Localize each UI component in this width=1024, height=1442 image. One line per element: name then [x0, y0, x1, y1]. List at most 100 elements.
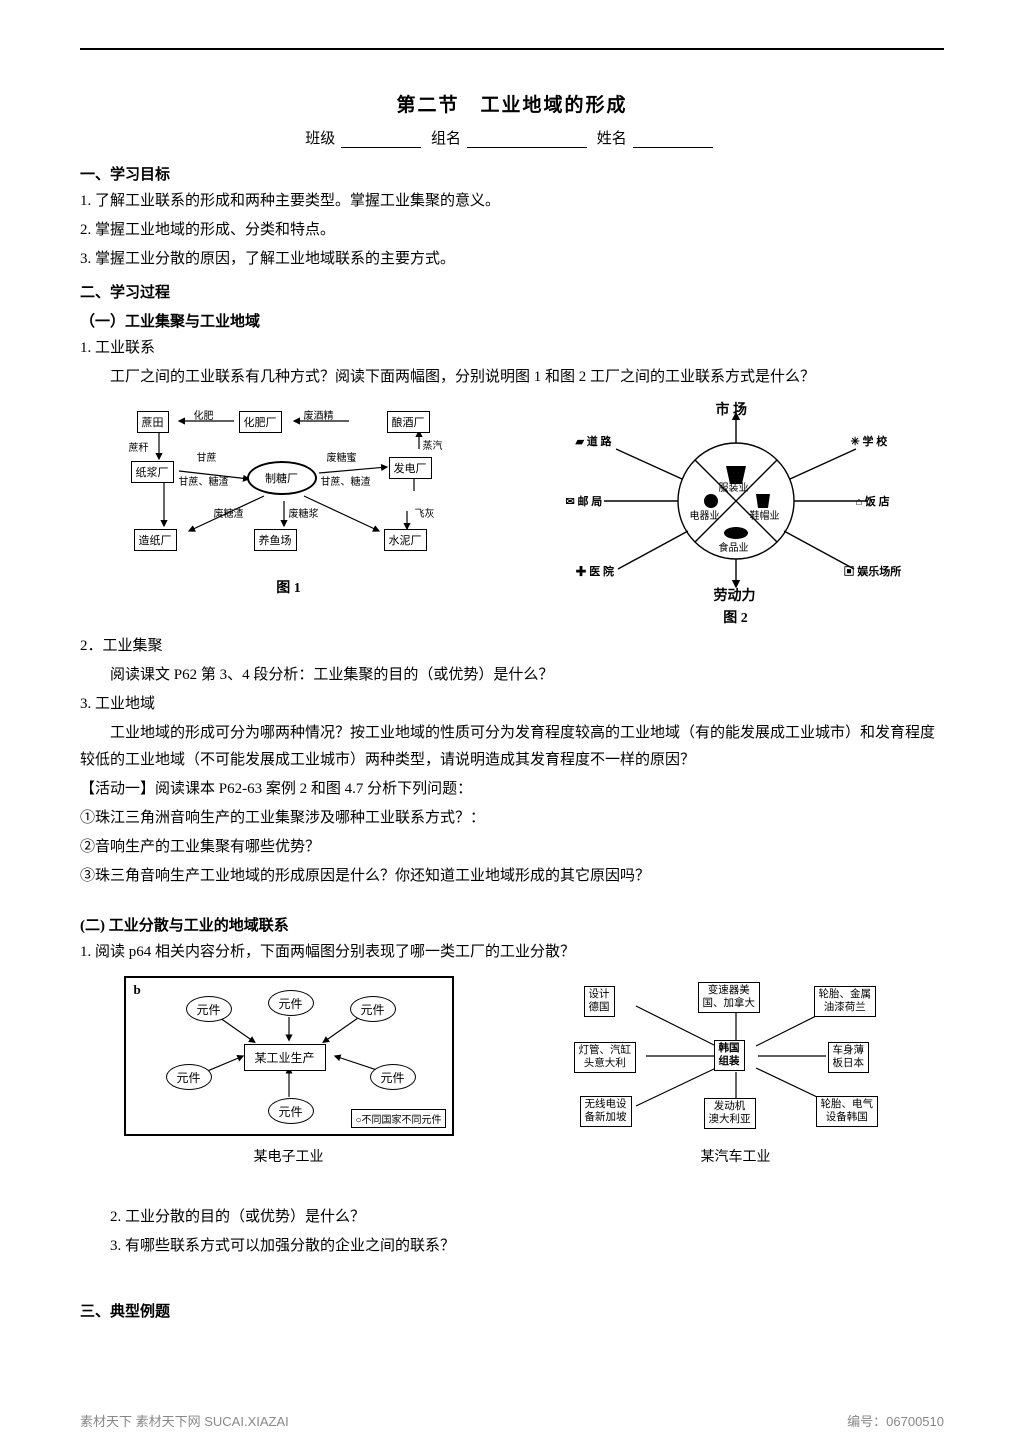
- figures-row-1: 蔗田 化肥厂 酿酒厂 纸浆厂 制糖厂 发电厂 造纸厂 养鱼场 水泥厂 化肥 废酒…: [80, 401, 944, 627]
- ent-label: 娱乐场所: [857, 566, 901, 578]
- fig2-col: 市 场 劳动力 ▰ 道 路 ✳ 学 校 ✉ 邮 局 ⌂ 饭 店 ✚ 医 院 ▣ …: [527, 401, 944, 627]
- school-label: 学 校: [862, 436, 887, 448]
- seg-shipin: 食品业: [719, 539, 749, 554]
- fig2-road: ▰ 道 路: [576, 433, 612, 449]
- class-label: 班级: [305, 131, 335, 147]
- edge-feijiu: 废酒精: [304, 407, 334, 422]
- figure-2: 市 场 劳动力 ▰ 道 路 ✳ 学 校 ✉ 邮 局 ⌂ 饭 店 ✚ 医 院 ▣ …: [556, 401, 916, 601]
- hotel-label: 饭 店: [865, 496, 890, 508]
- n-l: 灯管、汽缸 头意大利: [574, 1042, 637, 1073]
- n-t-l: 变速器美 国、加拿大: [703, 985, 756, 1009]
- fig1-caption: 图 1: [80, 577, 497, 597]
- n-tl: 设计 德国: [584, 986, 615, 1017]
- node-shuini: 水泥厂: [384, 529, 427, 551]
- footer-right: 编号：06700510: [847, 1411, 944, 1430]
- edge-gztz2: 甘蔗、糖渣: [321, 473, 371, 488]
- p3-head: 3. 工业地域: [80, 691, 944, 718]
- sec2-head: 二、学习过程: [80, 281, 944, 302]
- n-b-l: 发动机 澳大利亚: [709, 1101, 751, 1125]
- fig3-caption: 某电子工业: [80, 1146, 497, 1166]
- fig2-post: ✉ 邮 局: [566, 493, 603, 509]
- node-yangyu: 养鱼场: [254, 529, 297, 551]
- edge-ganzhe: 甘蔗: [197, 449, 217, 464]
- q3: 3. 有哪些联系方式可以加强分散的企业之间的联系？: [80, 1233, 944, 1260]
- p2-head: 2．工业集聚: [80, 633, 944, 660]
- page-footer: 素材天下 素材天下网 SUCAI.XIAZAI 编号：06700510: [0, 1411, 1024, 1430]
- node-zhitang: 制糖厂: [247, 461, 317, 495]
- n-l-l: 灯管、汽缸 头意大利: [579, 1045, 632, 1069]
- activity-2: ②音响生产的工业集聚有哪些优势？: [80, 834, 944, 861]
- fig4-center: 韩国 组装: [714, 1040, 745, 1071]
- page-title: 第二节 工业地域的形成: [80, 90, 944, 117]
- node-niangjiu: 酿酒厂: [387, 411, 430, 433]
- n-r-l: 车身薄 板日本: [833, 1045, 865, 1069]
- road-label: 道 路: [587, 436, 612, 448]
- n-t: 变速器美 国、加拿大: [698, 982, 761, 1013]
- p3-text: 工业地域的形成可分为哪两种情况？按工业地域的性质可分为发育程度较高的工业地域（有…: [80, 720, 944, 774]
- fig3-b: b: [134, 982, 141, 998]
- edge-feitangzha: 废糖渣: [214, 505, 244, 520]
- fig2-caption: 图 2: [527, 607, 944, 627]
- node-zhijiang: 纸浆厂: [131, 461, 174, 483]
- el-2: 元件: [268, 990, 314, 1016]
- edge-feitangmi: 废糖蜜: [327, 449, 357, 464]
- fig2-top: 市 场: [716, 399, 748, 419]
- fig2-hotel: ⌂ 饭 店: [856, 493, 890, 509]
- fig2-hospital: ✚ 医 院: [576, 563, 615, 579]
- zhitang-label: 制糖厂: [265, 470, 298, 486]
- activity-3: ③珠三角音响生产工业地域的形成原因是什么？你还知道工业地域形成的其它原因吗？: [80, 863, 944, 890]
- class-blank[interactable]: [341, 134, 421, 148]
- p1-head: 1. 工业联系: [80, 335, 944, 362]
- spacer: [80, 892, 944, 906]
- edge-feitangjang: 废糖浆: [289, 505, 319, 520]
- node-zhetian: 蔗田: [137, 411, 169, 433]
- el-6: 元件: [268, 1098, 314, 1124]
- seg-dianqi: 电器业: [690, 507, 720, 522]
- p2-text: 阅读课文 P62 第 3、4 段分析：工业集聚的目的（或优势）是什么？: [80, 662, 944, 689]
- spacer3: [80, 1262, 944, 1292]
- n-bl: 无线电设 备新加坡: [580, 1096, 632, 1127]
- fig2-ent: ▣ 娱乐场所: [844, 563, 902, 579]
- fig4-col: 韩国 组装 设计 德国 变速器美 国、加拿大 轮胎、金属 油漆荷兰 灯管、汽缸 …: [527, 976, 944, 1166]
- group-blank[interactable]: [467, 134, 587, 148]
- n-r: 车身薄 板日本: [828, 1042, 870, 1073]
- top-rule: [80, 48, 944, 50]
- sec1-item3: 3. 掌握工业分散的原因，了解工业地域联系的主要方式。: [80, 246, 944, 273]
- fig3-col: b 元件 元件 元件 元件 元件 元件 某工业生产 ○不同国家不同元件 某电子工…: [80, 976, 497, 1166]
- sec1-head: 一、学习目标: [80, 163, 944, 184]
- name-blank[interactable]: [633, 134, 713, 148]
- figure-1: 蔗田 化肥厂 酿酒厂 纸浆厂 制糖厂 发电厂 造纸厂 养鱼场 水泥厂 化肥 废酒…: [119, 401, 459, 571]
- sec2-sub2: (二) 工业分散与工业的地域联系: [80, 914, 944, 935]
- spacer2: [80, 1172, 944, 1202]
- figure-3: b 元件 元件 元件 元件 元件 元件 某工业生产 ○不同国家不同元件: [124, 976, 454, 1136]
- figure-4: 韩国 组装 设计 德国 变速器美 国、加拿大 轮胎、金属 油漆荷兰 灯管、汽缸 …: [566, 976, 906, 1136]
- node-fadian: 发电厂: [389, 457, 432, 479]
- n-br-l: 轮胎、电气 设备韩国: [821, 1099, 874, 1123]
- name-label: 姓名: [597, 131, 627, 147]
- fig3-center: 某工业生产: [244, 1044, 326, 1071]
- node-hualei: 化肥厂: [239, 411, 282, 433]
- edge-gztz: 甘蔗、糖渣: [179, 473, 229, 488]
- activity-head: 【活动一】阅读课本 P62-63 案例 2 和图 4.7 分析下列问题：: [80, 776, 944, 803]
- hospital-label: 医 院: [589, 566, 614, 578]
- node-zaozhi: 造纸厂: [134, 529, 177, 551]
- n-bl-l: 无线电设 备新加坡: [585, 1099, 627, 1123]
- form-line: 班级 组名 姓名: [80, 127, 944, 148]
- n-tl-l: 设计 德国: [589, 989, 610, 1013]
- edge-huafen: 化肥: [194, 407, 214, 422]
- fig4-caption: 某汽车工业: [527, 1146, 944, 1166]
- n-tr: 轮胎、金属 油漆荷兰: [814, 986, 877, 1017]
- seg-xiemao: 鞋帽业: [750, 507, 780, 522]
- p1-text: 工厂之间的工业联系有几种方式？阅读下面两幅图，分别说明图 1 和图 2 工厂之间…: [80, 364, 944, 391]
- q2: 2. 工业分散的目的（或优势）是什么？: [80, 1204, 944, 1231]
- sec1-item1: 1. 了解工业联系的形成和两种主要类型。掌握工业集聚的意义。: [80, 188, 944, 215]
- sec1-item2: 2. 掌握工业地域的形成、分类和特点。: [80, 217, 944, 244]
- edge-feihui: 飞灰: [415, 505, 435, 520]
- n-b: 发动机 澳大利亚: [704, 1098, 756, 1129]
- edge-zhengqi: 蒸汽: [423, 437, 443, 452]
- seg-fuzhuang: 服装业: [719, 479, 749, 494]
- el-1: 元件: [186, 996, 232, 1022]
- document-page: 第二节 工业地域的形成 班级 组名 姓名 一、学习目标 1. 了解工业联系的形成…: [0, 0, 1024, 1442]
- activity-1: ①珠江三角洲音响生产的工业集聚涉及哪种工业联系方式？：: [80, 805, 944, 832]
- fig3-note: ○不同国家不同元件: [351, 1109, 445, 1128]
